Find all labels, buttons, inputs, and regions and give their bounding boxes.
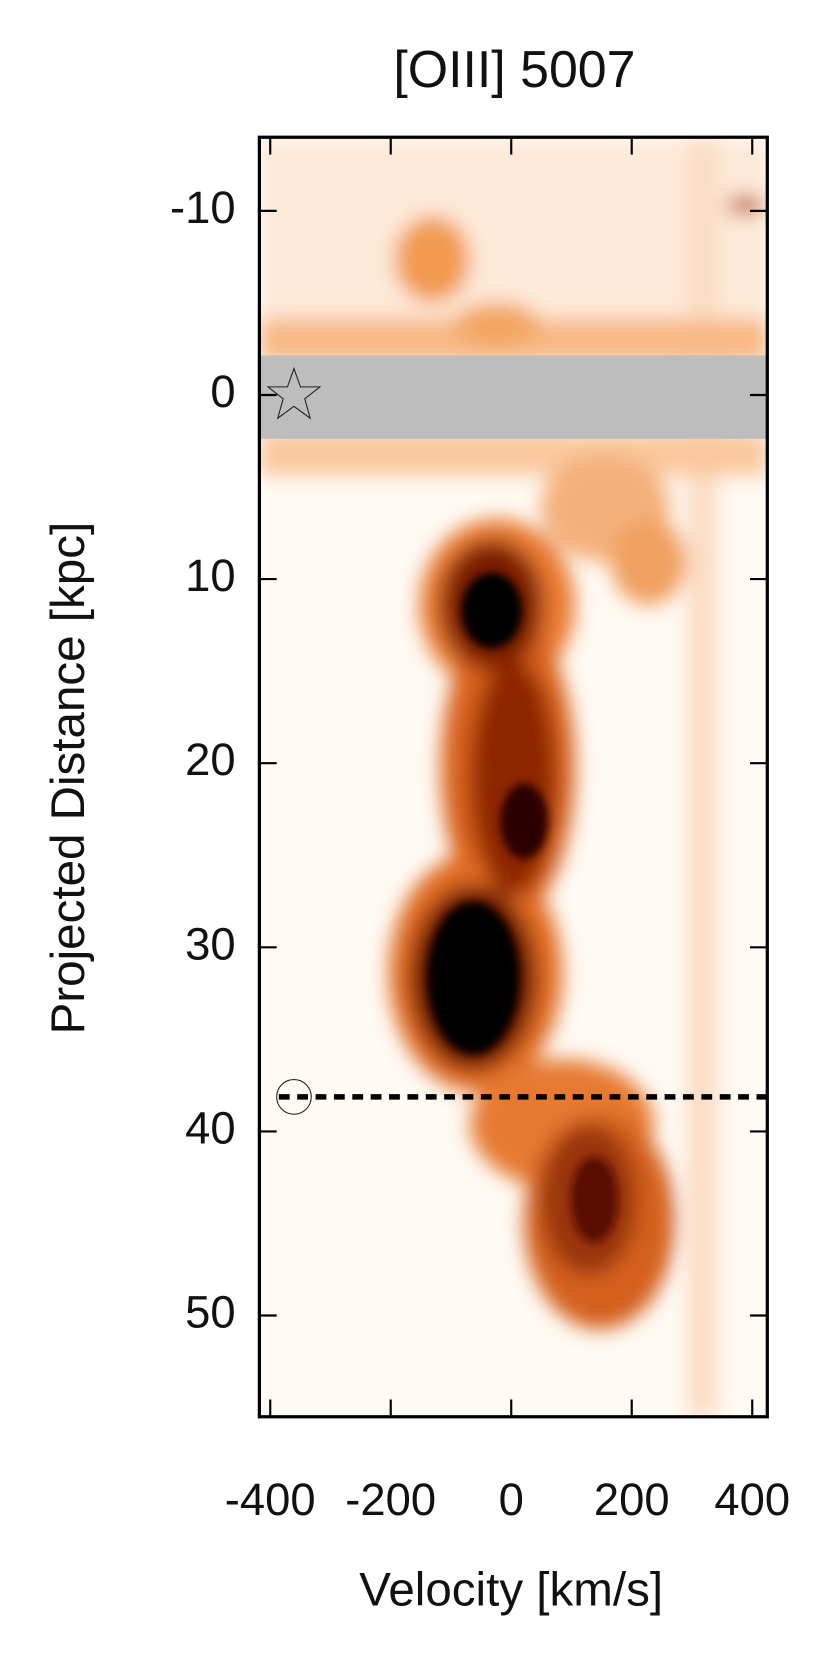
x-tick-label: -200	[345, 1474, 436, 1525]
chart-title: [OIII] 5007	[393, 40, 635, 98]
x-tick-label: -400	[225, 1474, 316, 1525]
y-axis-label: Projected Distance [kpc]	[42, 522, 95, 1035]
y-tick-label: 40	[185, 1102, 235, 1153]
x-axis-label: Velocity [km/s]	[359, 1563, 663, 1616]
emission-map	[259, 137, 768, 1417]
x-tick-label: 200	[594, 1474, 670, 1525]
y-tick-label: 50	[185, 1286, 235, 1337]
x-tick-label: 400	[714, 1474, 790, 1525]
y-tick-label: 10	[185, 550, 235, 601]
y-tick-label: 30	[185, 918, 235, 969]
y-tick-label: 20	[185, 734, 235, 785]
plot-frame	[257, 135, 769, 1419]
y-tick-label: 0	[210, 366, 235, 417]
y-tick-label: -10	[170, 182, 236, 233]
x-tick-label: 0	[499, 1474, 524, 1525]
